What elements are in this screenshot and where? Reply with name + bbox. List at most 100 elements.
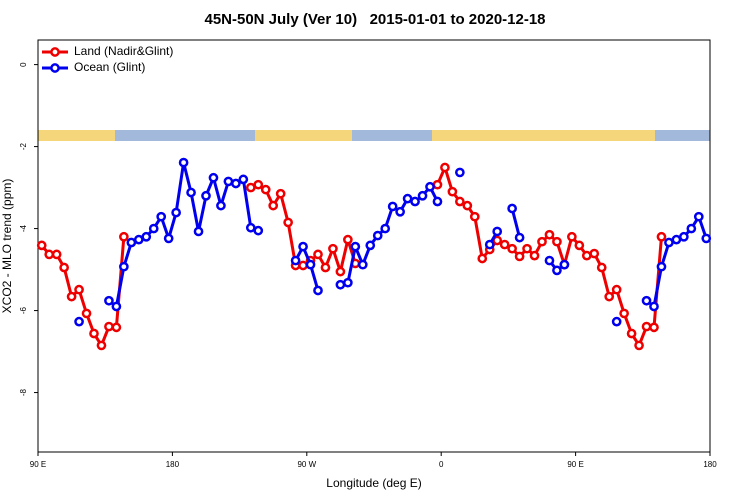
data-point [380,223,391,234]
data-point [619,308,629,319]
data-point [552,265,562,276]
legend-marker [50,63,60,73]
land-mask [38,130,710,141]
data-point [119,261,129,272]
data-point [611,284,622,295]
data-point [298,241,308,252]
data-point [432,196,443,207]
data-point [104,321,114,332]
data-point [492,226,503,237]
data-point [208,172,219,183]
x-tick-label: 180 [703,460,717,469]
data-point [313,249,323,260]
data-point [372,230,383,241]
data-point [499,239,510,250]
data-point [469,211,480,222]
data-point [649,322,659,333]
data-point [275,188,286,199]
data-point [148,223,159,234]
data-point [641,321,652,332]
data-point [89,328,99,339]
data-point [387,201,398,212]
data-point [604,291,615,302]
data-point [455,167,465,178]
y-tick-label: -4 [19,224,28,232]
data-point [216,200,226,211]
data-point [245,222,256,233]
data-point [656,231,667,242]
y-tick-label: -6 [19,306,28,314]
data-point [701,233,712,244]
ocean-strip [115,130,255,141]
data-point [298,260,308,271]
legend-label: Land (Nadir&Glint) [74,44,173,58]
data-point [417,190,428,201]
data-point [559,259,570,270]
data-point [133,234,144,245]
data-point [395,206,405,217]
data-point [649,301,659,312]
data-point [343,234,353,245]
data-point [178,157,189,168]
y-tick-label: -8 [19,388,28,396]
data-point [268,200,279,211]
data-point [36,240,47,251]
x-tick-label: 90 E [567,460,583,469]
data-point [693,211,704,222]
data-point [253,225,264,236]
data-point [335,279,346,290]
x-tick-label: 180 [166,460,180,469]
data-point [641,295,652,306]
data-point [440,162,450,173]
data-point [507,243,517,254]
data-point [507,203,517,214]
data-point [193,226,204,237]
data-point [544,255,555,266]
data-point [544,229,555,240]
data-point [357,259,368,270]
legend: Land (Nadir&Glint) Ocean (Glint) [42,44,173,74]
data-point [163,233,174,244]
data-point [305,259,316,270]
legend-marker [50,47,60,57]
data-point [432,179,443,190]
data-point [313,285,323,296]
data-point [74,316,84,327]
data-point [104,295,114,306]
data-point [283,217,293,228]
x-axis-label: Longitude (deg E) [326,476,421,490]
data-point [245,182,256,193]
y-tick-label: -2 [19,142,28,150]
data-point [447,186,458,197]
data-point [686,223,697,234]
data-point [664,237,674,248]
data-point [567,231,577,242]
data-point [141,231,152,242]
data-point [81,308,92,319]
data-point [410,196,420,207]
data-point [402,193,413,204]
data-point [522,243,532,254]
data-point [96,340,107,351]
x-tick-label: 0 [439,460,444,469]
data-point [343,277,353,288]
data-point [238,174,249,185]
y-axis-label: XCO2 - MLO trend (ppm) [0,179,14,314]
x-tick-label: 90 E [30,460,46,469]
y-tick-label: 0 [19,62,28,67]
data-point [51,249,62,260]
ocean-strip [655,130,710,141]
data-point [671,234,682,245]
data-point [328,243,338,254]
data-point [514,232,525,243]
data-point [425,181,435,192]
data-point [223,176,234,187]
data-point [477,253,488,264]
data-point [589,248,600,259]
data-point [186,187,196,198]
data-point [365,240,376,251]
data-point [611,316,622,327]
data-point [201,190,211,201]
series-line [40,165,663,347]
data-point [462,200,473,211]
